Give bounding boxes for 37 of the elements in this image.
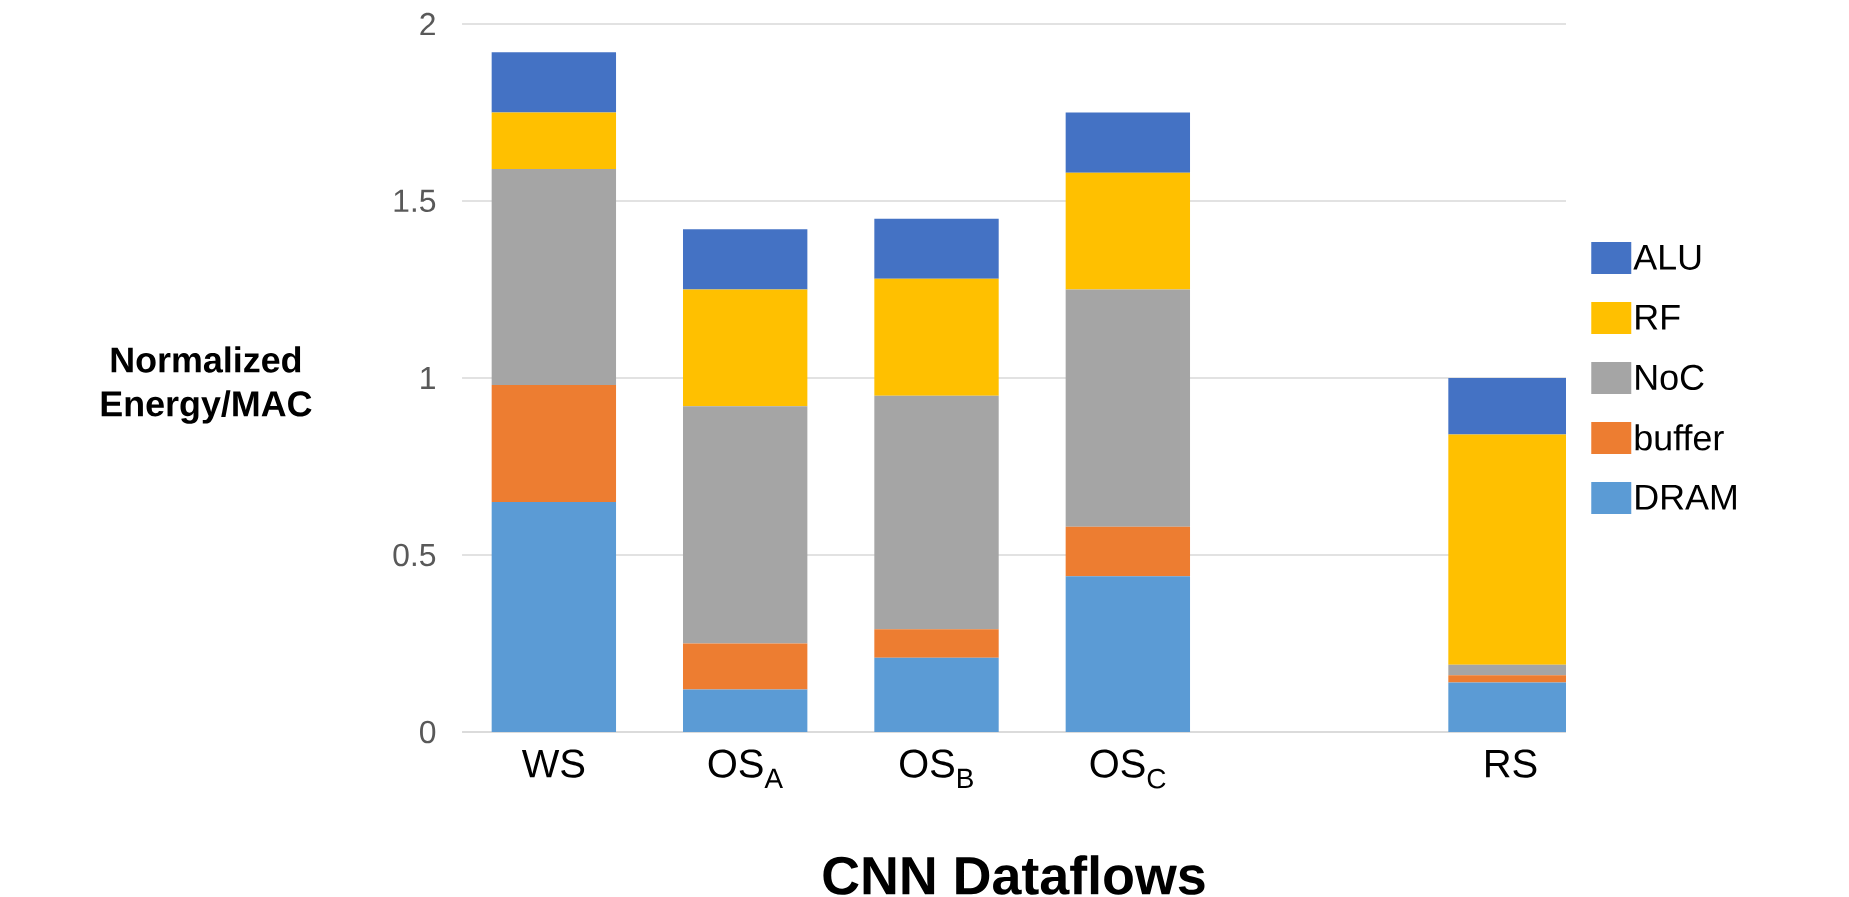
legend-label: RF <box>1636 304 1680 330</box>
bar <box>683 643 808 690</box>
bar <box>491 169 617 386</box>
legend-label: buffer <box>1635 424 1724 451</box>
bar <box>491 112 617 170</box>
x-tick-label: OS$_{A}$ <box>708 749 783 788</box>
bar <box>1065 172 1191 290</box>
y-tick-label: 1 <box>421 367 435 389</box>
bar <box>874 278 999 396</box>
bar <box>683 289 808 407</box>
bar <box>1065 576 1191 732</box>
x-tick-label: RS <box>1486 749 1537 778</box>
bar <box>1065 289 1191 527</box>
y-tick-label: 2 <box>420 12 435 36</box>
bar <box>683 689 808 732</box>
bar <box>683 229 808 290</box>
y-tick-label: 1.5 <box>394 189 436 213</box>
y-tick-label: 0.5 <box>393 543 436 567</box>
bar <box>491 385 617 502</box>
bar <box>874 218 999 279</box>
legend-label: NoC <box>1636 364 1704 391</box>
legend-label: DRAM <box>1636 484 1736 510</box>
bar <box>683 406 808 644</box>
bar <box>874 395 999 630</box>
bar <box>1065 112 1191 173</box>
x-tick-label: OS$_{B}$ <box>900 749 973 788</box>
bar <box>491 501 617 732</box>
legend-label: ALU <box>1633 244 1701 270</box>
x-tick-label: OS$_{C}$ <box>1090 749 1166 789</box>
bar <box>1065 526 1191 577</box>
y-axis-title: Normalized Energy/MAC <box>101 346 312 424</box>
y-tick-label: 0 <box>420 720 436 744</box>
x-axis-title: CNN Dataflows <box>823 855 1205 895</box>
bar <box>874 629 999 658</box>
bar <box>491 52 617 113</box>
x-tick-label: WS <box>521 749 585 778</box>
bar <box>874 657 999 732</box>
